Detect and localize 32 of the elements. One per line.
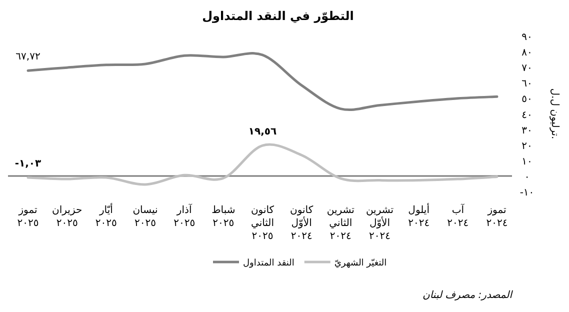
- data-label: ٦٧,٧٢: [16, 52, 40, 63]
- x-tick-label: أيّار ٢٠٢٥: [95, 203, 117, 229]
- y-axis-title: ترليون ل.ل.: [549, 88, 560, 140]
- x-tick-label: حزيران ٢٠٢٥: [52, 205, 82, 229]
- x-tick-label: كانون الأوّل ٢٠٢٤: [290, 205, 314, 242]
- x-tick-label: كانون الثاني ٢٠٢٥: [250, 205, 274, 242]
- chart-title: التطوّر في النقد المتداول: [202, 9, 354, 23]
- text: المصدر: مصرف لبنان: [422, 290, 514, 301]
- y-tick-label: ٩٠: [522, 32, 532, 43]
- y-tick-label: ٢٠: [522, 140, 532, 152]
- y-tick-label: ٣٠: [522, 125, 532, 136]
- y-tick-label: -١٠: [520, 188, 534, 198]
- x-tick-label: أيلول ٢٠٢٤: [408, 203, 430, 229]
- legend-label: التغيّر الشهريّ: [334, 258, 387, 268]
- y-tick-label: ١٠: [522, 156, 532, 168]
- legend-label: النقد المتداول: [243, 258, 294, 268]
- x-tick-label: شباط ٢٠٢٥: [212, 205, 236, 229]
- x-tick-label: تموز ٢٠٢٤: [486, 205, 508, 229]
- y-tick-label: ٧٠: [522, 63, 532, 74]
- y-tick-label: ٤٠: [522, 110, 532, 121]
- x-tick-label: تشرين الأوّل ٢٠٢٤: [366, 205, 394, 242]
- y-tick-label: ٠: [524, 172, 530, 183]
- x-tick-label: آب ٢٠٢٤: [447, 203, 469, 229]
- data-label: ١٩,٥٦: [248, 126, 277, 138]
- y-tick-label: ٥٠: [522, 94, 532, 106]
- y-tick-label: ٦٠: [522, 78, 532, 90]
- y-tick-label: ٨٠: [522, 48, 532, 59]
- x-tick-label: آذار ٢٠٢٥: [174, 203, 196, 229]
- x-tick-label: تموز ٢٠٢٥: [17, 205, 39, 229]
- data-label: -١,٠٣: [14, 158, 42, 170]
- x-tick-label: تشرين الثاني ٢٠٢٤: [326, 205, 355, 242]
- x-tick-label: نيسان ٢٠٢٥: [132, 205, 158, 229]
